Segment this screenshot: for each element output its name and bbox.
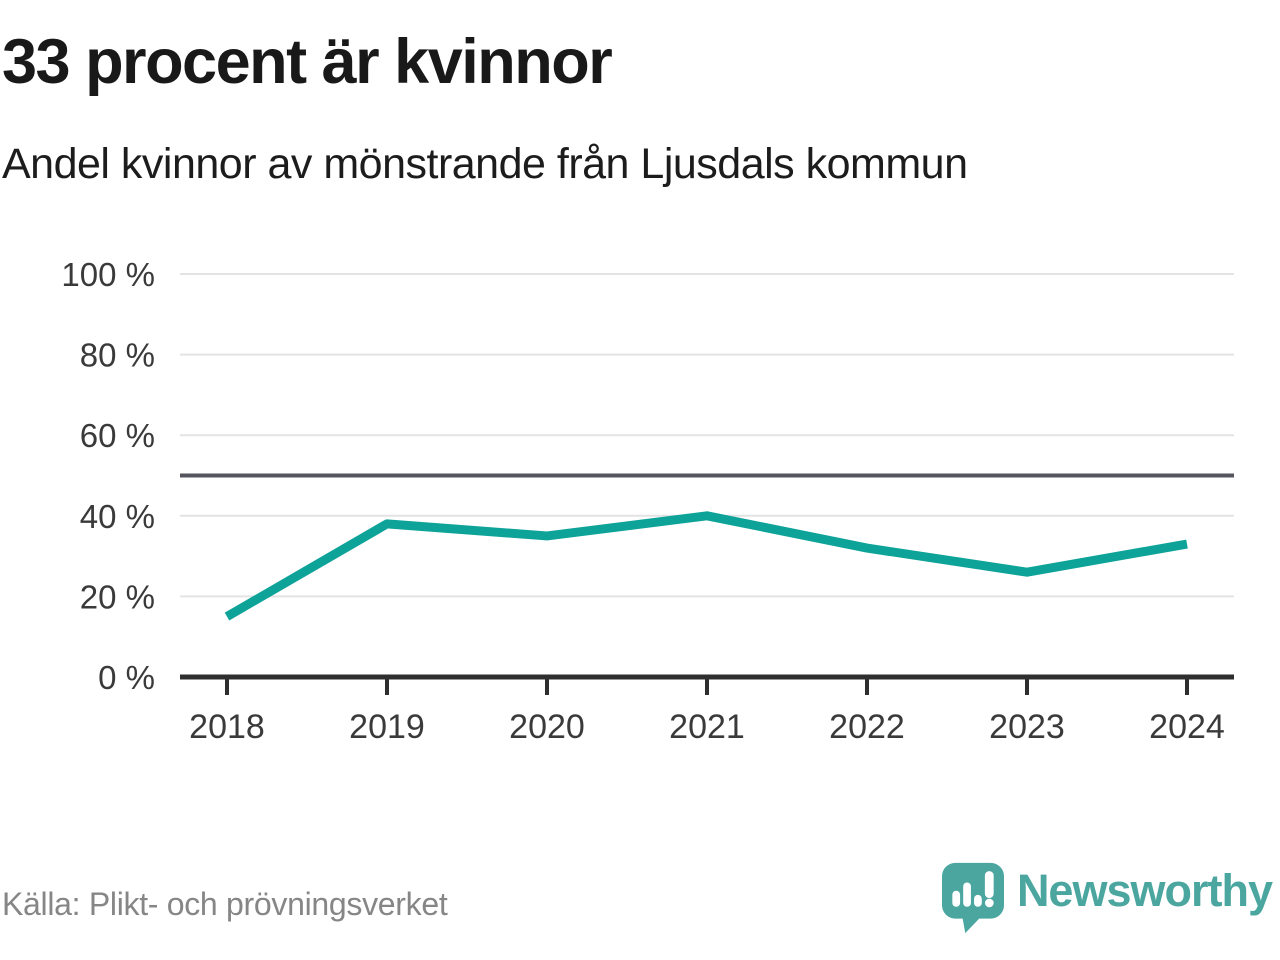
y-axis-label: 20 % — [80, 578, 155, 615]
x-axis-label: 2019 — [349, 708, 425, 746]
y-axis-label: 60 % — [80, 417, 155, 454]
chart-title: 33 procent är kvinnor — [2, 27, 613, 97]
data-line — [224, 511, 1188, 621]
y-axis-label: 80 % — [80, 337, 155, 374]
y-axis-label: 0 % — [98, 659, 155, 696]
y-axis-label: 40 % — [80, 498, 155, 535]
x-axis-label: 2024 — [1149, 708, 1225, 746]
x-axis-label: 2020 — [509, 708, 585, 746]
x-axis-label: 2022 — [829, 708, 905, 746]
y-axis-label: 100 % — [61, 256, 155, 293]
chart-header: 33 procent är kvinnor Andel kvinnor av m… — [2, 26, 1262, 189]
x-axis-label: 2021 — [669, 708, 745, 746]
x-axis-label: 2018 — [189, 708, 265, 746]
x-axis-label: 2023 — [989, 708, 1065, 746]
chart-subtitle: Andel kvinnor av mönstrande från Ljusdal… — [2, 140, 968, 189]
